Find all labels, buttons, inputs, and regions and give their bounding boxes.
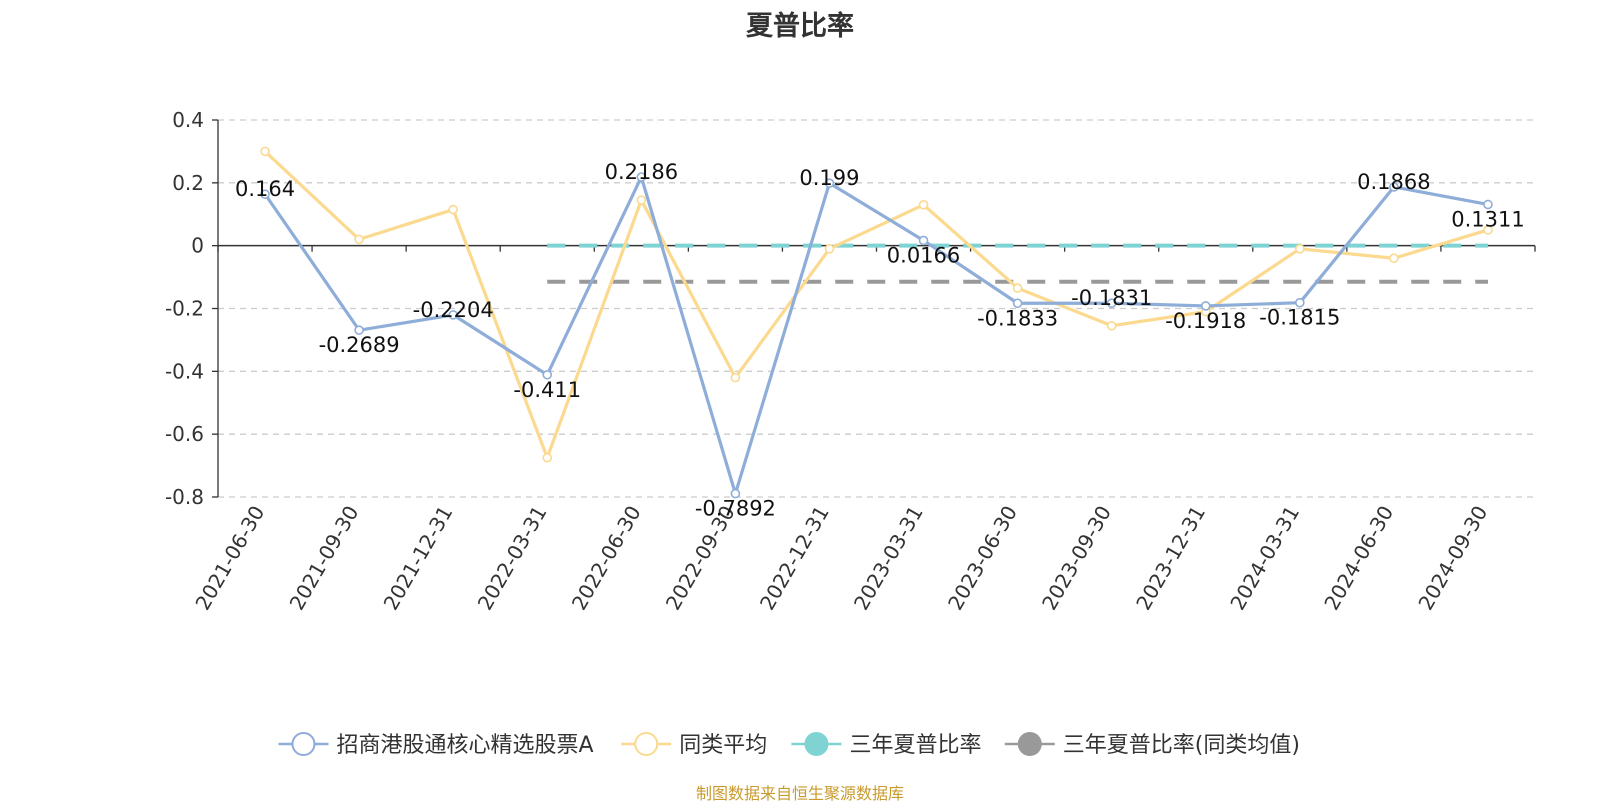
- x-tick-label: 2023-12-31: [1131, 502, 1210, 615]
- data-label: 0.0166: [887, 243, 960, 267]
- data-label: 0.199: [799, 166, 859, 190]
- legend-peer-average-label: 同类平均: [679, 733, 767, 758]
- legend-three-year-sharpe-marker: [804, 732, 829, 756]
- fund-point: [448, 310, 458, 320]
- x-tick-label: 2023-03-31: [849, 501, 928, 614]
- data-label: -0.411: [513, 378, 581, 402]
- data-label: -0.7892: [695, 497, 776, 521]
- peer-average-point: [1295, 244, 1305, 254]
- peer-average-point: [354, 234, 364, 245]
- data-label: -0.2204: [413, 298, 494, 322]
- y-tick-label: 0.2: [172, 171, 204, 195]
- data-label: 0.164: [235, 177, 295, 201]
- data-label: 0.2186: [605, 160, 678, 184]
- y-tick-label: -0.8: [165, 485, 204, 509]
- fund-point: [918, 235, 929, 246]
- data-label: -0.1831: [1071, 286, 1152, 310]
- data-label: -0.1815: [1259, 306, 1340, 330]
- peer-average-point: [918, 200, 929, 210]
- y-tick-label: -0.6: [165, 422, 204, 446]
- y-tick-label: -0.2: [165, 297, 204, 321]
- fund-point: [260, 189, 270, 199]
- x-tick-label: 2024-06-30: [1319, 502, 1398, 615]
- data-label: -0.1918: [1165, 309, 1246, 333]
- source-note: 制图数据来自恒生聚源数据库: [695, 784, 904, 803]
- data-label: 0.1311: [1451, 207, 1524, 231]
- fund-point: [824, 178, 835, 188]
- data-label: 0.1868: [1357, 170, 1430, 194]
- x-tick-label: 2024-03-31: [1225, 502, 1304, 615]
- y-tick-label: 0.4: [172, 108, 204, 132]
- data-label: -0.2689: [319, 333, 400, 357]
- fund-point: [1389, 182, 1399, 192]
- fund-point: [1106, 298, 1117, 308]
- fund-point: [1012, 298, 1023, 309]
- peer-average-line: [263, 150, 1489, 460]
- y-tick-label: 0: [191, 234, 204, 258]
- fund-point: [1483, 199, 1493, 210]
- fund-point: [1200, 301, 1211, 311]
- x-tick-label: 2023-09-30: [1037, 502, 1116, 615]
- legend-three-year-sharpe-peer-label: 三年夏普比率(同类均值): [1063, 733, 1300, 758]
- peer-average-point: [1106, 320, 1117, 331]
- line-chart: -0.8 -0.6 -0.4 -0.2 0 0.2 0.4 2021-06-30 2021-09…: [165, 108, 1536, 758]
- x-tick-label: 2022-06-30: [567, 502, 646, 615]
- x-tick-label: 2021-12-31: [379, 502, 458, 615]
- peer-average-point: [1483, 225, 1493, 235]
- peer-average-point: [1012, 283, 1023, 293]
- legend-peer-average-marker: [634, 732, 659, 756]
- peer-average-point: [730, 372, 741, 383]
- x-tick-label: 2021-06-30: [190, 502, 269, 615]
- peer-average-point: [260, 146, 270, 157]
- fund-point: [730, 488, 741, 499]
- fund-point: [542, 369, 553, 380]
- fund-point: [1295, 297, 1305, 308]
- legend-three-year-sharpe-peer-marker: [1017, 732, 1042, 756]
- chart-title: 夏普比率: [746, 11, 854, 42]
- fund-line: [263, 175, 1489, 496]
- legend-three-year-sharpe-label: 三年夏普比率: [849, 733, 981, 758]
- x-tick-label: 2024-09-30: [1413, 502, 1492, 615]
- data-label: -0.1833: [977, 306, 1058, 330]
- y-tick-label: -0.4: [165, 359, 204, 383]
- legend-fund-marker: [291, 732, 316, 756]
- legend-fund-label: 招商港股通核心精选股票A: [336, 733, 593, 758]
- x-tick-label: 2021-09-30: [285, 502, 364, 615]
- fund-point: [636, 172, 647, 182]
- x-tick-label: 2023-06-30: [943, 502, 1022, 615]
- peer-average-point: [636, 195, 647, 205]
- peer-average-point: [448, 204, 458, 215]
- peer-average-point: [824, 244, 835, 254]
- peer-average-point: [1389, 253, 1399, 264]
- x-tick-label: 2022-03-31: [473, 502, 552, 615]
- peer-average-point: [542, 452, 553, 463]
- fund-point: [354, 325, 364, 335]
